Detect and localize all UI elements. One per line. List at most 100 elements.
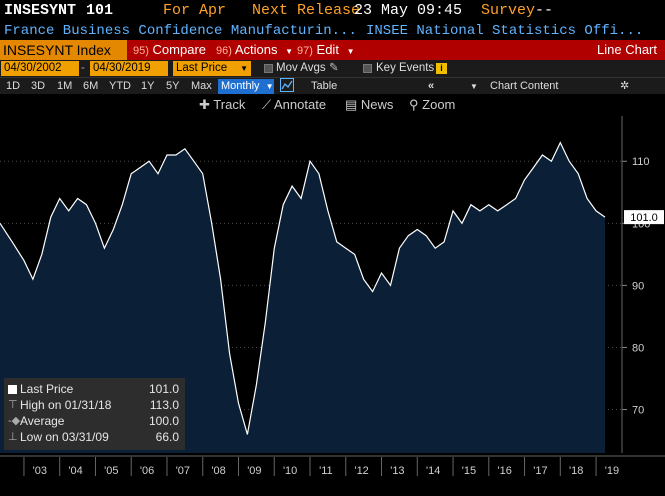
pencil-icon[interactable]: ✎ [329, 62, 339, 74]
mov-avgs-checkbox[interactable] [264, 64, 273, 73]
next-release-value: 23 May 09:45 [354, 2, 463, 19]
track-tool[interactable]: ✚ Track [199, 97, 245, 113]
command-bar: INSESYNT Index 95) Compare 96) Actions ▼… [0, 40, 665, 60]
tools-bar: ✚ Track ⟋ Annotate ▤ News ⚲ Zoom [0, 94, 665, 116]
frequency-button[interactable]: Monthly ▼ [218, 79, 274, 94]
zoom-label: Zoom [422, 97, 456, 112]
table-button[interactable]: Table [311, 80, 338, 92]
chevron-down-icon: ▼ [265, 82, 274, 91]
period-label: For Apr [163, 2, 227, 19]
x-tick-label: '11 [319, 465, 333, 477]
gear-icon[interactable]: ✲ [620, 80, 630, 92]
security-description: France Business Confidence Manufacturin.… [0, 22, 665, 40]
survey-value: -- [535, 2, 554, 19]
x-tick-label: '09 [247, 465, 261, 477]
edit-menu[interactable]: 97) Edit ▼ [297, 42, 354, 58]
legend-last-price-value: 101.0 [148, 382, 179, 396]
x-tick-label: '08 [211, 465, 225, 477]
legend-last-price-label: Last Price [20, 382, 74, 396]
actions-num: 96) [216, 45, 232, 57]
range-max[interactable]: Max [191, 80, 212, 92]
x-axis: '03 '04 '05 '06 '07 '08 '09 '10 '11 '12 '13 '14 '15 '… [0, 455, 665, 477]
edit-label: Edit [316, 42, 339, 57]
line-chart-icon[interactable] [280, 78, 294, 97]
next-release-label: Next Release [252, 2, 361, 19]
legend-average-value: 100.0 [148, 414, 179, 428]
field-select[interactable]: Last Price ▼ [173, 61, 251, 76]
compare-menu[interactable]: 95) Compare [133, 42, 206, 58]
chart-area [0, 142, 605, 453]
edit-num: 97) [297, 45, 313, 57]
y-tick-label: 110 [632, 156, 650, 168]
range-1d[interactable]: 1D [6, 80, 21, 92]
y-tick-label: 90 [632, 280, 644, 292]
x-tick-label: '15 [462, 465, 476, 477]
x-tick-label: '06 [140, 465, 154, 477]
last-price-swatch [8, 385, 17, 394]
legend-low: ⊥ Low on 03/31/09 66.0 [8, 429, 181, 445]
y-tick-label: 70 [632, 405, 644, 417]
survey-label: Survey [481, 2, 536, 19]
ticker-value: 101 [86, 2, 114, 19]
chart-content-button[interactable]: Chart Content [490, 80, 559, 92]
low-marker-icon: ⊥ [8, 431, 18, 443]
field-select-label: Last Price [176, 62, 228, 74]
average-marker-icon: -◆- [8, 415, 24, 427]
crosshair-icon: ✚ [199, 97, 210, 112]
chart-series-line [0, 141, 606, 435]
chevron-down-icon: ▼ [285, 47, 293, 56]
date-bar: 04/30/2002 - 04/30/2019 Last Price ▼ Mov… [0, 60, 665, 77]
end-date-field[interactable]: 04/30/2019 [90, 61, 168, 76]
legend-average: -◆- Average 100.0 [8, 413, 181, 429]
legend-last-price: Last Price 101.0 [8, 381, 181, 397]
actions-label: Actions [234, 42, 278, 57]
x-tick-label: '17 [533, 465, 547, 477]
info-icon[interactable]: i [436, 63, 447, 74]
chart-type-label: Line Chart [597, 42, 657, 57]
range-6m[interactable]: 6M [83, 80, 99, 92]
collapse-icon[interactable]: « [428, 80, 435, 92]
source-text[interactable]: INSEE National Statistics Offi... [366, 23, 644, 39]
x-tick-label: '19 [605, 465, 619, 477]
last-value-box [624, 210, 664, 225]
annotate-tool[interactable]: ⟋ Annotate [262, 97, 326, 113]
ticker-label: INSESYNT [4, 2, 77, 19]
x-tick-label: '14 [426, 465, 440, 477]
compare-num: 95) [133, 45, 149, 57]
x-tick-label: '05 [104, 465, 118, 477]
range-1y[interactable]: 1Y [141, 80, 155, 92]
chart-legend: Last Price 101.0 ⊤ High on 01/31/18 113.… [4, 378, 185, 450]
chevron-down-icon: ▼ [470, 82, 478, 91]
x-tick-label: '16 [497, 465, 511, 477]
news-tool[interactable]: ▤ News [345, 97, 393, 113]
legend-high-value: 113.0 [149, 398, 179, 412]
start-date-field[interactable]: 04/30/2002 [1, 61, 79, 76]
range-3d[interactable]: 3D [31, 80, 46, 92]
x-tick-label: '03 [33, 465, 47, 477]
legend-average-label: Average [20, 414, 65, 428]
range-ytd[interactable]: YTD [109, 80, 131, 92]
security-header: INSESYNT 101 For Apr Next Release 23 May… [0, 0, 665, 22]
legend-low-value: 66.0 [155, 430, 179, 444]
x-tick-label: '07 [176, 465, 190, 477]
key-events-checkbox[interactable] [363, 64, 372, 73]
news-label: News [360, 97, 394, 112]
mov-avgs-label: Mov Avgs [276, 62, 326, 74]
track-label: Track [213, 97, 246, 112]
high-marker-icon: ⊤ [8, 399, 18, 411]
range-bar: 1D 3D 1M 6M YTD 1Y 5Y Max Monthly ▼ Tabl… [0, 77, 665, 94]
description-text[interactable]: France Business Confidence Manufacturin.… [4, 23, 357, 39]
range-1m[interactable]: 1M [57, 80, 73, 92]
range-5y[interactable]: 5Y [166, 80, 180, 92]
legend-high: ⊤ High on 01/31/18 113.0 [8, 397, 181, 413]
security-field[interactable]: INSESYNT Index [0, 40, 127, 60]
x-tick-label: '12 [354, 465, 368, 477]
zoom-tool[interactable]: ⚲ Zoom [409, 97, 455, 113]
actions-menu[interactable]: 96) Actions ▼ [216, 42, 293, 58]
x-tick-label: '04 [68, 465, 82, 477]
last-value-label: 101.0 [630, 212, 658, 224]
zoom-icon: ⚲ [409, 97, 419, 112]
key-events-label: Key Events [376, 62, 435, 74]
